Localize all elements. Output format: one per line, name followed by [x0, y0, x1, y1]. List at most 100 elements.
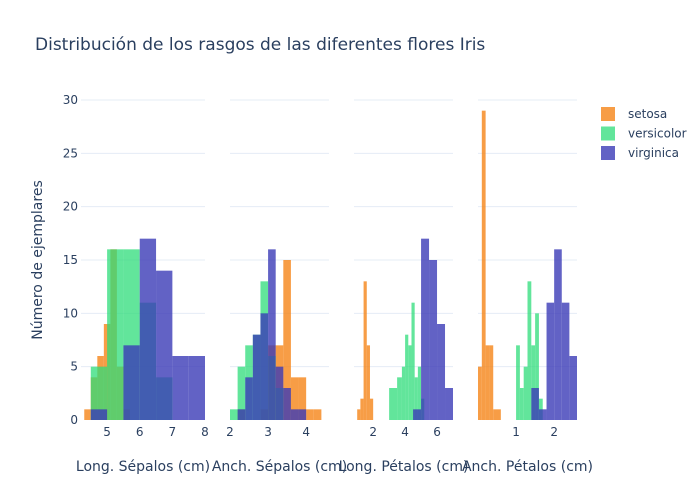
- x-axis: 2 4 6: [369, 425, 441, 439]
- bar-virginica: [188, 356, 205, 420]
- legend[interactable]: setosa versicolor virginica: [601, 107, 687, 160]
- series-setosa: [357, 281, 374, 420]
- series-virginica: [90, 238, 205, 420]
- bar-versicolor: [523, 366, 528, 420]
- bar-setosa: [360, 398, 364, 420]
- bars: [230, 249, 322, 420]
- y-tick-label: 25: [63, 146, 78, 160]
- x-tick-label: 2: [550, 425, 558, 439]
- bar-versicolor: [401, 366, 406, 420]
- bar-setosa: [298, 377, 307, 420]
- bar-virginica: [421, 238, 430, 420]
- bar-virginica: [252, 334, 261, 420]
- bar-versicolor: [516, 345, 520, 420]
- chart-panels: 0 5 10 15 20 25 30 5 6 7 8 Long. Sépalos (cm) 2 3 4 Anc…: [63, 93, 593, 475]
- bar-virginica: [123, 345, 140, 420]
- bar-virginica: [139, 238, 157, 420]
- x-tick-label: 2: [369, 425, 377, 439]
- bar-setosa: [478, 366, 482, 420]
- bar-setosa: [369, 398, 374, 420]
- x-axis: 5 6 7 8: [103, 425, 209, 439]
- x-tick-label: 2: [226, 425, 234, 439]
- bar-versicolor: [405, 334, 409, 420]
- bar-virginica: [275, 366, 284, 420]
- x-tick-label: 6: [433, 425, 441, 439]
- bar-virginica: [554, 249, 562, 420]
- bar-virginica: [283, 388, 291, 420]
- bar-virginica: [531, 388, 539, 420]
- y-tick-label: 20: [63, 200, 78, 214]
- series-virginica: [237, 249, 307, 420]
- series-virginica: [531, 249, 577, 420]
- bars: [478, 110, 577, 421]
- x-tick-label: 1: [512, 425, 520, 439]
- x-axis-label: Long. Pétalos (cm): [339, 459, 469, 475]
- legend-label: versicolor: [628, 127, 687, 141]
- bar-versicolor: [527, 281, 532, 420]
- bar-virginica: [290, 409, 299, 420]
- y-tick-label: 0: [70, 413, 78, 427]
- bar-setosa: [363, 281, 367, 420]
- y-tick-label: 30: [63, 93, 78, 107]
- bars: [84, 238, 205, 420]
- bar-versicolor: [408, 345, 412, 420]
- bar-setosa: [290, 377, 299, 420]
- panel-3: 2 4 6 Long. Pétalos (cm): [339, 99, 469, 475]
- bar-virginica: [237, 409, 246, 420]
- x-tick-label: 4: [401, 425, 409, 439]
- series-versicolor: [516, 281, 543, 420]
- panel-2: 2 3 4 Anch. Sépalos (cm): [212, 99, 347, 475]
- bar-virginica: [546, 302, 555, 420]
- x-tick-label: 5: [103, 425, 111, 439]
- bar-versicolor: [90, 366, 108, 420]
- bar-virginica: [268, 249, 276, 420]
- bar-setosa: [481, 110, 486, 421]
- bar-setosa: [485, 345, 490, 420]
- bar-virginica: [429, 260, 438, 420]
- bar-virginica: [437, 324, 446, 420]
- bar-setosa: [489, 345, 494, 420]
- bar-versicolor: [535, 313, 539, 420]
- bar-versicolor: [397, 377, 402, 420]
- bar-setosa: [493, 409, 501, 420]
- legend-swatch: [601, 107, 615, 121]
- bar-virginica: [413, 409, 422, 420]
- bar-virginica: [445, 388, 453, 420]
- bar-versicolor: [519, 388, 524, 420]
- series-virginica: [413, 238, 453, 420]
- y-tick-label: 15: [63, 253, 78, 267]
- bars: [357, 238, 453, 420]
- x-tick-label: 3: [264, 425, 272, 439]
- legend-label: setosa: [628, 107, 667, 121]
- bar-versicolor: [237, 366, 246, 420]
- legend-item-versicolor[interactable]: versicolor: [601, 126, 687, 141]
- bar-setosa: [357, 409, 361, 420]
- bar-virginica: [298, 409, 307, 420]
- series-setosa: [478, 110, 501, 421]
- bar-versicolor: [414, 377, 418, 420]
- legend-item-setosa[interactable]: setosa: [601, 107, 667, 121]
- y-tick-label: 10: [63, 306, 78, 320]
- y-axis-label: Número de ejemplares: [30, 180, 46, 339]
- bar-versicolor: [389, 388, 398, 420]
- bar-virginica: [156, 270, 173, 420]
- chart-title: Distribución de los rasgos de las difere…: [35, 35, 485, 55]
- series-versicolor: [389, 302, 425, 420]
- x-tick-label: 4: [302, 425, 310, 439]
- bar-setosa: [84, 409, 91, 420]
- bar-virginica: [561, 302, 570, 420]
- x-axis: 2 3 4: [226, 425, 310, 439]
- y-axis: 0 5 10 15 20 25 30: [63, 93, 78, 427]
- bar-setosa: [306, 409, 314, 420]
- bar-versicolor: [230, 409, 238, 420]
- bar-virginica: [538, 409, 547, 420]
- bar-setosa: [366, 345, 370, 420]
- legend-item-virginica[interactable]: virginica: [601, 146, 679, 160]
- bar-versicolor: [411, 302, 415, 420]
- legend-label: virginica: [628, 146, 679, 160]
- y-tick-label: 5: [70, 360, 78, 374]
- bar-versicolor: [531, 345, 536, 420]
